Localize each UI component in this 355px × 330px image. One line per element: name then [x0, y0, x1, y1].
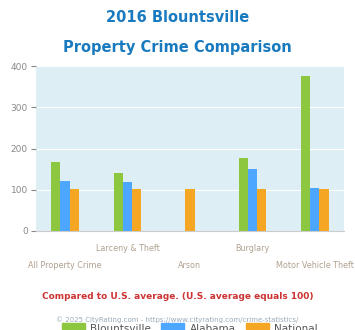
Bar	[185, 188, 195, 231]
Bar	[248, 169, 257, 231]
Bar	[320, 189, 329, 231]
Text: © 2025 CityRating.com - https://www.cityrating.com/crime-statistics/: © 2025 CityRating.com - https://www.city…	[56, 317, 299, 323]
Text: Arson: Arson	[179, 261, 201, 270]
Bar	[257, 188, 266, 231]
Bar	[301, 76, 310, 231]
Legend: Blountsville, Alabama, National: Blountsville, Alabama, National	[58, 319, 322, 330]
Text: 2016 Blountsville: 2016 Blountsville	[106, 10, 249, 25]
Text: Property Crime Comparison: Property Crime Comparison	[63, 40, 292, 54]
Bar	[123, 182, 132, 231]
Text: Compared to U.S. average. (U.S. average equals 100): Compared to U.S. average. (U.S. average …	[42, 292, 313, 301]
Bar	[239, 158, 248, 231]
Bar	[310, 188, 320, 231]
Text: All Property Crime: All Property Crime	[28, 261, 102, 270]
Text: Motor Vehicle Theft: Motor Vehicle Theft	[276, 261, 354, 270]
Bar	[60, 181, 70, 231]
Bar	[51, 162, 60, 231]
Text: Burglary: Burglary	[235, 244, 269, 253]
Bar	[132, 189, 141, 231]
Bar	[70, 189, 79, 231]
Text: Larceny & Theft: Larceny & Theft	[95, 244, 159, 253]
Bar	[114, 173, 123, 231]
